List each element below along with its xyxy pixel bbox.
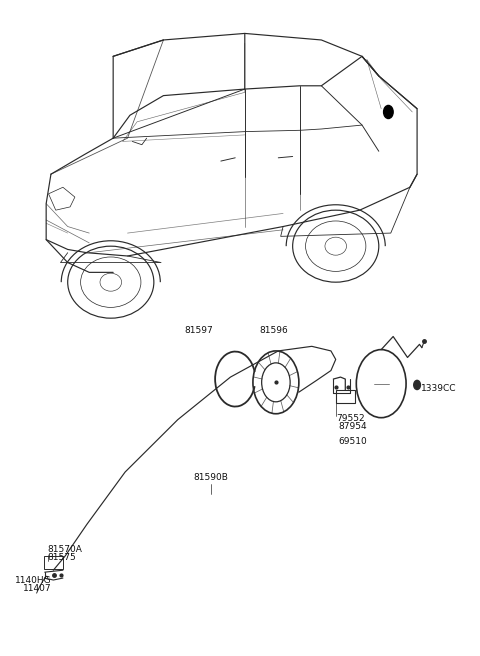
Circle shape xyxy=(384,106,393,119)
Text: 81596: 81596 xyxy=(259,325,288,335)
Text: 81575: 81575 xyxy=(48,554,76,562)
Text: 1339CC: 1339CC xyxy=(421,384,456,393)
Text: 11407: 11407 xyxy=(23,584,51,593)
Text: 87954: 87954 xyxy=(338,422,367,431)
Text: 81597: 81597 xyxy=(184,326,213,335)
Text: 69510: 69510 xyxy=(338,437,367,445)
Circle shape xyxy=(414,380,420,390)
Text: 79552: 79552 xyxy=(336,414,364,423)
Text: 81570A: 81570A xyxy=(48,545,83,554)
Text: 81590B: 81590B xyxy=(194,474,229,483)
Bar xyxy=(44,556,63,569)
Bar xyxy=(336,390,355,403)
Text: 1140HG: 1140HG xyxy=(15,576,52,585)
